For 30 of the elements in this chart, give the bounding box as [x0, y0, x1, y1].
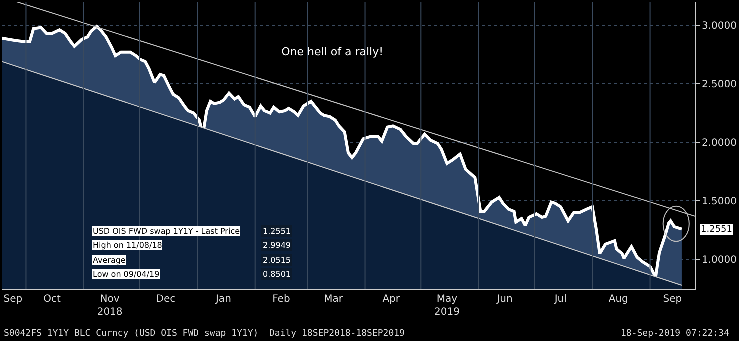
annotation: High on 11/08/18 [93, 241, 162, 250]
annotation: 2.0515 [263, 256, 291, 265]
annotation: 1.2551 [263, 227, 291, 236]
x-tick-label: Feb [272, 294, 290, 305]
annotation: Average [93, 256, 126, 265]
y-tick-label: 3.0000 [702, 20, 737, 32]
annotation: 2.9949 [263, 241, 291, 250]
y-tick-label: 2.0000 [702, 138, 737, 150]
x-tick-label: Apr [382, 294, 401, 305]
text: 18-Sep-2019 07:22:34 [621, 329, 730, 339]
x-tick-label: Dec [156, 294, 176, 305]
x-tick-label: Sep [663, 294, 682, 305]
annotation: USD OIS FWD swap 1Y1Y - Last Price [93, 227, 240, 236]
x-tick-label: Aug [608, 294, 628, 305]
x-tick-label: Jul [554, 294, 567, 305]
y-tick-label: 1.5000 [702, 196, 737, 208]
annotation: 1.2551 [701, 225, 732, 235]
y-tick-label: 2.5000 [702, 80, 737, 90]
annotation: Low on 09/04/19 [93, 270, 160, 279]
x-tick-label: May 2019 [434, 294, 460, 318]
x-tick-label: Jan [214, 294, 232, 305]
text: S0042FS 1Y1Y BLC Curncy (USD OIS FWD swap 1Y1Y) Daily 18SEP2018-18SEP2019 [4, 329, 405, 339]
annotation: 0.8501 [263, 270, 291, 279]
x-tick-label: Sep [4, 294, 23, 305]
x-tick-label: Oct [44, 294, 62, 305]
y-tick-label: 1.0000 [702, 255, 737, 266]
x-tick-label: Jun [496, 294, 513, 305]
text: One hell of a rally! [282, 45, 384, 58]
x-tick-label: Mar [324, 294, 344, 305]
x-tick-label: Nov 2018 [97, 294, 123, 318]
